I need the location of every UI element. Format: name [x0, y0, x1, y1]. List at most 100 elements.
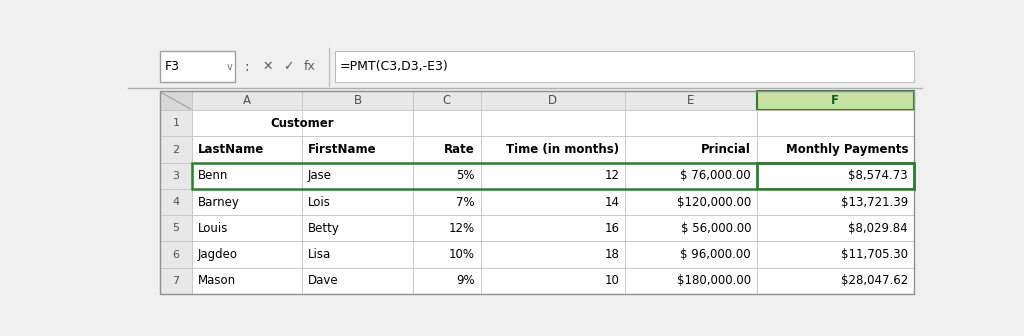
Bar [625, 136, 757, 163]
Bar [302, 136, 413, 163]
Text: $13,721.39: $13,721.39 [841, 196, 908, 209]
Text: 5%: 5% [457, 169, 475, 182]
Text: Lisa: Lisa [308, 248, 331, 261]
Text: 14: 14 [604, 196, 620, 209]
Bar [193, 163, 302, 189]
Bar [480, 267, 625, 294]
Bar [193, 163, 913, 189]
Text: $11,705.30: $11,705.30 [841, 248, 908, 261]
Bar [413, 163, 480, 189]
Text: ✕: ✕ [262, 60, 272, 73]
Bar [413, 241, 480, 267]
Bar [193, 91, 302, 110]
Bar [302, 110, 413, 136]
Text: Benn: Benn [198, 169, 228, 182]
Bar [160, 267, 193, 294]
Text: 9%: 9% [457, 274, 475, 287]
Bar [193, 110, 302, 136]
Bar [413, 136, 480, 163]
Bar [413, 267, 480, 294]
Bar [480, 241, 625, 267]
Text: =PMT(C3,D3,-E3): =PMT(C3,D3,-E3) [340, 60, 449, 73]
Text: 7%: 7% [457, 196, 475, 209]
Text: Betty: Betty [308, 222, 340, 235]
Text: 12%: 12% [449, 222, 475, 235]
Bar [625, 91, 757, 110]
Text: $28,047.62: $28,047.62 [841, 274, 908, 287]
Bar [160, 110, 193, 136]
Text: 10%: 10% [450, 248, 475, 261]
Text: Customer: Customer [270, 117, 334, 130]
Text: F: F [831, 94, 839, 107]
Text: Barney: Barney [198, 196, 240, 209]
Text: C: C [442, 94, 451, 107]
Bar [625, 215, 757, 241]
Bar [757, 267, 913, 294]
Text: 7: 7 [172, 276, 179, 286]
Text: 16: 16 [604, 222, 620, 235]
Bar [160, 51, 236, 83]
Bar [757, 136, 913, 163]
Bar [625, 189, 757, 215]
Bar [302, 241, 413, 267]
Text: ✓: ✓ [283, 60, 293, 73]
Text: $120,000.00: $120,000.00 [677, 196, 751, 209]
Text: 2: 2 [172, 144, 179, 155]
Bar [480, 189, 625, 215]
Bar [193, 267, 302, 294]
Text: B: B [353, 94, 361, 107]
Bar [625, 163, 757, 189]
Text: 5: 5 [172, 223, 179, 233]
Bar [160, 91, 193, 110]
Text: LastName: LastName [198, 143, 264, 156]
Text: 6: 6 [172, 250, 179, 259]
Bar [160, 241, 193, 267]
Bar [757, 163, 913, 189]
Bar [193, 241, 302, 267]
Bar [160, 91, 913, 110]
Text: 10: 10 [604, 274, 620, 287]
Text: $ 76,000.00: $ 76,000.00 [680, 169, 751, 182]
Bar [757, 215, 913, 241]
Text: $ 56,000.00: $ 56,000.00 [681, 222, 751, 235]
Bar [757, 189, 913, 215]
Text: Monthly Payments: Monthly Payments [785, 143, 908, 156]
Text: Louis: Louis [198, 222, 228, 235]
Text: 3: 3 [172, 171, 179, 181]
Text: Time (in months): Time (in months) [506, 143, 620, 156]
Bar [193, 189, 302, 215]
Bar [480, 163, 625, 189]
Text: 12: 12 [604, 169, 620, 182]
Bar [757, 241, 913, 267]
Bar [413, 215, 480, 241]
Text: $8,029.84: $8,029.84 [849, 222, 908, 235]
Bar [160, 189, 193, 215]
Text: :: : [245, 60, 249, 74]
Bar [160, 136, 193, 163]
Bar [160, 163, 193, 189]
Bar [625, 267, 757, 294]
Text: fx: fx [303, 60, 315, 73]
Bar [413, 91, 480, 110]
Text: 18: 18 [604, 248, 620, 261]
Bar [757, 91, 913, 110]
Bar [193, 136, 302, 163]
Bar [302, 189, 413, 215]
Text: Rate: Rate [444, 143, 475, 156]
Text: $ 96,000.00: $ 96,000.00 [680, 248, 751, 261]
Bar [625, 110, 757, 136]
Bar [193, 110, 413, 136]
Text: Mason: Mason [198, 274, 236, 287]
Text: Dave: Dave [308, 274, 339, 287]
Bar [128, 45, 922, 88]
Bar [413, 110, 480, 136]
Text: Lois: Lois [308, 196, 331, 209]
Bar [625, 241, 757, 267]
Bar [160, 91, 913, 294]
Bar [480, 215, 625, 241]
Bar [480, 136, 625, 163]
Text: F3: F3 [165, 60, 179, 73]
Text: D: D [548, 94, 557, 107]
Text: $8,574.73: $8,574.73 [849, 169, 908, 182]
Bar [302, 163, 413, 189]
